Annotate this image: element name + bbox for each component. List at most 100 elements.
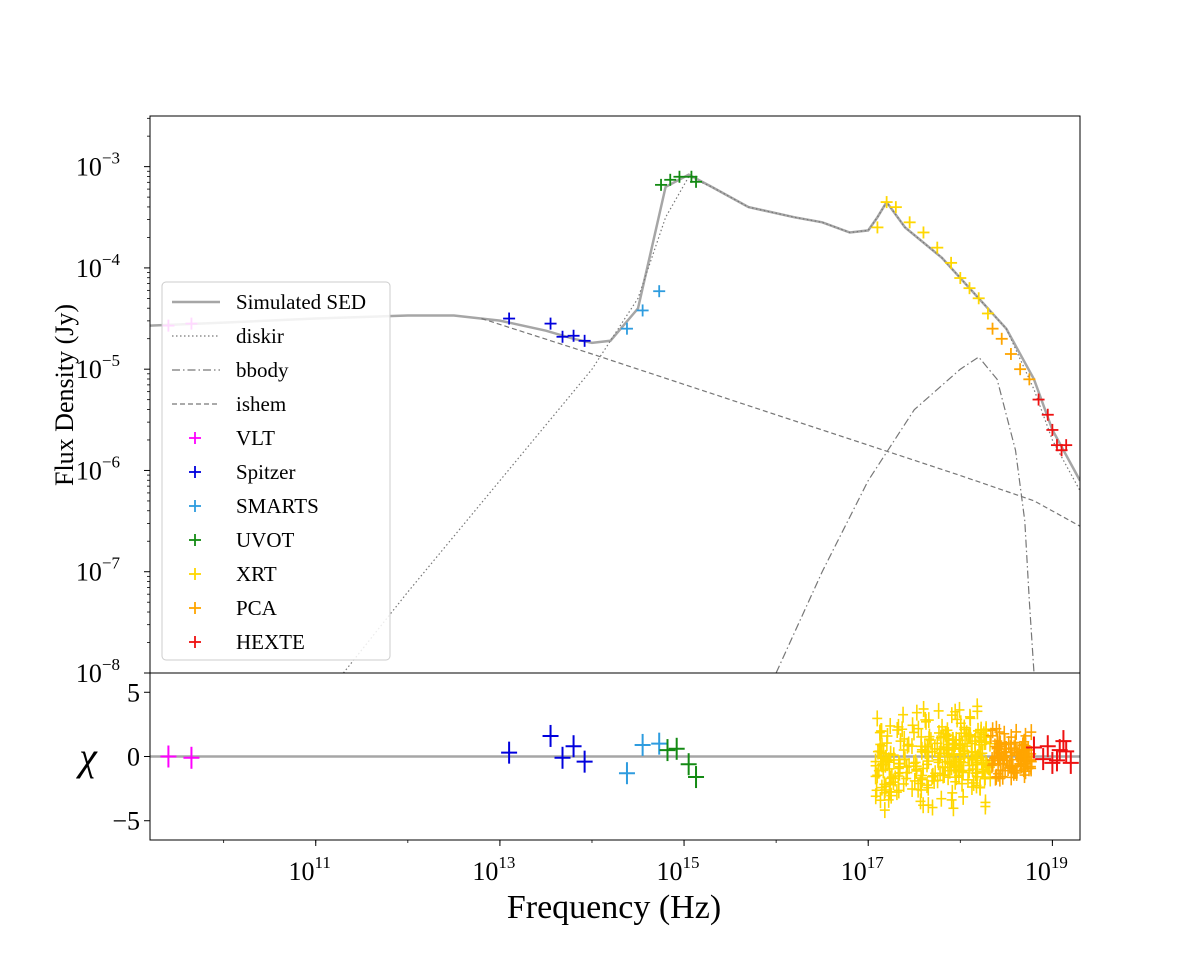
residual-hexte [1048, 749, 1065, 772]
data-point-uvot [690, 175, 703, 188]
data-point-xrt [931, 241, 944, 254]
residual-panel: 5 0 −5 1011 1013 1015 1017 1019 χ Frequency (H… [75, 672, 1081, 926]
residual-xrt [954, 701, 965, 718]
residual-spitzer [576, 750, 593, 773]
data-point-spitzer [544, 317, 557, 330]
residual-xrt [872, 743, 883, 760]
residual-xrt [897, 721, 908, 738]
data-point-xrt [963, 282, 976, 295]
residual-hexte [1055, 730, 1072, 753]
residual-hexte [1062, 751, 1079, 774]
residual-xrt [972, 698, 983, 715]
x-tick-label: 1019 [1025, 853, 1068, 886]
residual-xrt [884, 760, 895, 777]
data-point-uvot [673, 170, 686, 183]
residual-xrt [908, 724, 919, 741]
residual-xrt [972, 764, 983, 781]
residual-xrt [933, 754, 944, 771]
residual-xrt [976, 721, 987, 738]
residual-pca [992, 733, 1003, 750]
residual-xrt [977, 745, 988, 762]
x-axis-label: Frequency (Hz) [507, 889, 721, 926]
data-point-smarts [620, 322, 633, 335]
legend-entry-vlt: VLT [189, 426, 275, 450]
legend-entry-diskir: diskir [172, 324, 284, 348]
y-tick-label: 10−5 [76, 351, 120, 384]
residual-xrt [893, 782, 904, 799]
residual-spitzer [542, 724, 559, 747]
residual-xrt [939, 748, 950, 765]
legend-entry-simulated-sed: Simulated SED [172, 290, 366, 314]
residual-pca [991, 720, 1002, 737]
residual-xrt [967, 761, 978, 778]
residual-xrt [911, 704, 922, 721]
residual-pca [1011, 764, 1022, 781]
residual-xrt [913, 781, 924, 798]
residual-pca [1010, 763, 1021, 780]
legend-label: Simulated SED [236, 290, 366, 314]
residual-vlt [160, 745, 177, 768]
residual-xrt [946, 791, 957, 808]
residual-xrt [918, 760, 929, 777]
residual-xrt [962, 771, 973, 788]
residual-xrt [971, 777, 982, 794]
residual-xrt [966, 744, 977, 761]
residual-xrt [888, 747, 899, 764]
residual-xrt [881, 735, 892, 752]
y-axis-label: Flux Density (Jy) [50, 304, 79, 486]
legend-label: VLT [236, 426, 275, 450]
residual-xrt [955, 715, 966, 732]
residual-xrt [954, 761, 965, 778]
legend-entry-hexte: HEXTE [189, 630, 305, 654]
legend-box [161, 281, 391, 661]
residual-xrt [909, 772, 920, 789]
residual-xrt [927, 799, 938, 816]
data-point-hexte [1041, 408, 1054, 421]
residual-xrt [898, 706, 909, 723]
residual-pca [989, 750, 1000, 767]
residual-xrt [885, 770, 896, 787]
residual-xrt [948, 800, 959, 817]
residual-xrt [915, 793, 926, 810]
legend-label: PCA [236, 596, 278, 620]
chi-axis-label: χ [75, 734, 98, 779]
residual-uvot [680, 753, 697, 776]
y-tick-label: 10−4 [76, 250, 121, 283]
residual-xrt [933, 702, 944, 719]
residual-pca [990, 769, 1001, 786]
residual-xrt [918, 700, 929, 717]
x-tick-label: 1013 [472, 853, 515, 886]
x-tick-label: 1015 [657, 853, 700, 886]
legend-entry-xrt: XRT [189, 562, 277, 586]
y-tick-label: 10−7 [76, 554, 121, 587]
residual-xrt [946, 707, 957, 724]
y-tick-label: 10−8 [76, 655, 120, 688]
data-point-uvot [655, 178, 668, 191]
residual-smarts [618, 762, 635, 785]
residual-xrt [954, 736, 965, 753]
legend-label: ishem [236, 392, 286, 416]
residual-xrt [893, 765, 904, 782]
data-point-pca [1023, 373, 1036, 386]
legend-entry-ishem: ishem [172, 392, 286, 416]
residual-pca [1018, 761, 1029, 778]
residual-xrt [878, 745, 889, 762]
residual-xrt [911, 761, 922, 778]
data-point-uvot [664, 173, 677, 186]
chi-tick-label: −5 [112, 807, 140, 836]
residual-hexte [1025, 736, 1042, 759]
legend-label: Spitzer [236, 460, 295, 484]
residual-xrt [883, 791, 894, 808]
residual-xrt [944, 754, 955, 771]
residual-xrt [870, 768, 881, 785]
residual-xrt [938, 728, 949, 745]
residual-xrt [879, 802, 890, 819]
data-point-hexte [1032, 393, 1045, 406]
residual-xrt [876, 722, 887, 739]
residual-pca [1004, 757, 1015, 774]
residual-uvot [668, 737, 685, 760]
residual-xrt [871, 782, 882, 799]
residual-xrt [923, 779, 934, 796]
residual-pca [997, 768, 1008, 785]
